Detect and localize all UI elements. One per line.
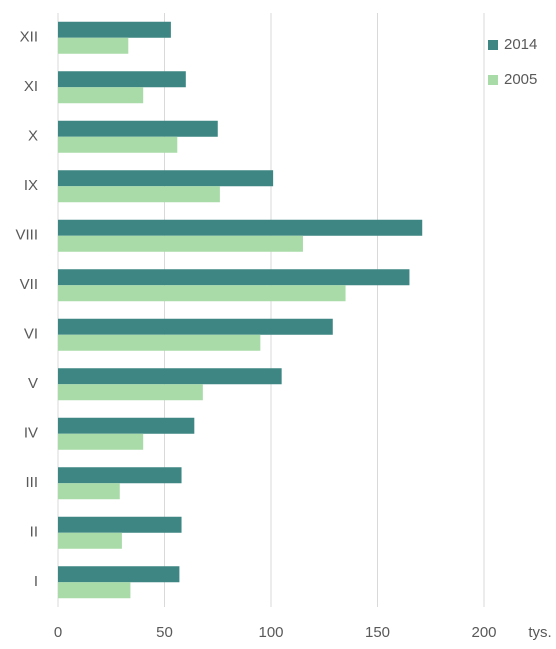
bar — [58, 384, 203, 401]
y-tick-label: V — [28, 375, 38, 392]
bar — [58, 269, 410, 286]
y-tick-label: VIII — [15, 227, 38, 244]
bar — [58, 170, 274, 187]
y-tick-label: VII — [20, 276, 38, 293]
legend-label: 2014 — [504, 36, 537, 53]
bar — [58, 566, 180, 583]
bar — [58, 582, 131, 599]
bar — [58, 433, 144, 450]
y-tick-label: VI — [24, 326, 38, 343]
x-tick-label: 100 — [258, 624, 283, 641]
y-tick-label: I — [34, 573, 38, 590]
x-axis-label: tys. — [528, 624, 551, 641]
bar — [58, 532, 122, 549]
bar — [58, 368, 282, 385]
y-tick-label: XII — [20, 29, 38, 46]
bar — [58, 87, 144, 104]
bar — [58, 71, 186, 88]
bar — [58, 21, 171, 38]
legend-swatch — [488, 75, 498, 85]
x-tick-label: 50 — [156, 624, 173, 641]
x-tick-label: 0 — [54, 624, 62, 641]
bar — [58, 334, 261, 351]
bar — [58, 37, 129, 54]
bar — [58, 285, 346, 302]
x-tick-label: 200 — [471, 624, 496, 641]
y-tick-label: IX — [24, 177, 38, 194]
bar — [58, 136, 178, 153]
bar — [58, 467, 182, 484]
y-tick-label: XI — [24, 78, 38, 95]
x-tick-label: 150 — [365, 624, 390, 641]
bar — [58, 483, 120, 500]
legend-label: 2005 — [504, 71, 537, 88]
y-tick-label: III — [25, 474, 38, 491]
bar — [58, 417, 195, 434]
bar — [58, 120, 218, 137]
legend-swatch — [488, 40, 498, 50]
bar — [58, 318, 333, 335]
bar — [58, 516, 182, 533]
bar — [58, 235, 303, 252]
y-tick-label: II — [30, 524, 38, 541]
y-tick-label: X — [28, 128, 38, 145]
bar — [58, 219, 423, 236]
y-tick-label: IV — [24, 425, 38, 442]
bar — [58, 186, 220, 203]
